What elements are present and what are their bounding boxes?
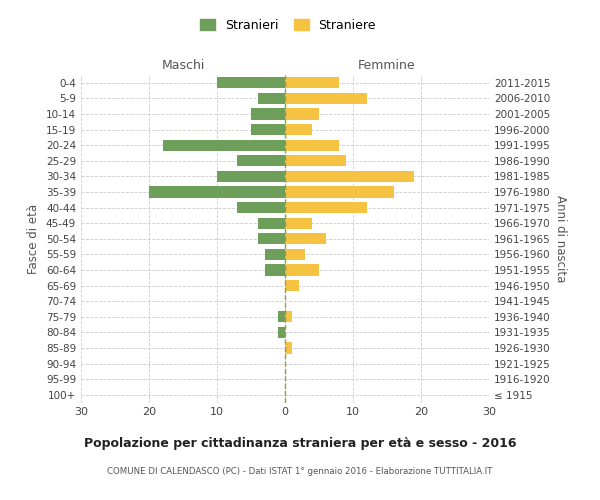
- Text: Maschi: Maschi: [161, 59, 205, 72]
- Bar: [258, 93, 285, 104]
- Bar: [285, 280, 299, 291]
- Bar: [285, 264, 319, 276]
- Legend: Stranieri, Straniere: Stranieri, Straniere: [195, 14, 381, 37]
- Text: Popolazione per cittadinanza straniera per età e sesso - 2016: Popolazione per cittadinanza straniera p…: [84, 438, 516, 450]
- Y-axis label: Anni di nascita: Anni di nascita: [554, 195, 567, 282]
- Bar: [238, 155, 285, 166]
- Bar: [285, 186, 394, 198]
- Bar: [285, 202, 367, 213]
- Bar: [285, 155, 346, 166]
- Bar: [278, 311, 285, 322]
- Text: Femmine: Femmine: [358, 59, 416, 72]
- Bar: [265, 264, 285, 276]
- Bar: [217, 77, 285, 88]
- Bar: [285, 248, 305, 260]
- Bar: [285, 311, 292, 322]
- Bar: [285, 93, 367, 104]
- Bar: [238, 202, 285, 213]
- Bar: [285, 77, 340, 88]
- Bar: [285, 108, 319, 120]
- Y-axis label: Fasce di età: Fasce di età: [28, 204, 40, 274]
- Bar: [258, 218, 285, 229]
- Bar: [285, 233, 326, 244]
- Bar: [251, 124, 285, 135]
- Text: COMUNE DI CALENDASCO (PC) - Dati ISTAT 1° gennaio 2016 - Elaborazione TUTTITALIA: COMUNE DI CALENDASCO (PC) - Dati ISTAT 1…: [107, 468, 493, 476]
- Bar: [285, 171, 414, 182]
- Bar: [217, 171, 285, 182]
- Bar: [285, 124, 312, 135]
- Bar: [251, 108, 285, 120]
- Bar: [265, 248, 285, 260]
- Bar: [278, 326, 285, 338]
- Bar: [163, 140, 285, 151]
- Bar: [258, 233, 285, 244]
- Bar: [149, 186, 285, 198]
- Bar: [285, 342, 292, 353]
- Bar: [285, 140, 340, 151]
- Bar: [285, 218, 312, 229]
